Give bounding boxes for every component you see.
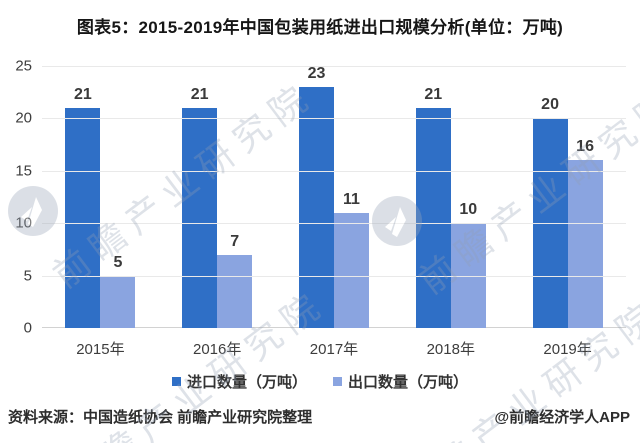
bar-groups: 21 5 21 7 23 11 21 10 20 16 [42, 66, 626, 328]
export-bar-2016年 [217, 254, 253, 328]
import-bar-column: 21 [182, 66, 218, 328]
page-title: 图表5：2015-2019年中国包装用纸进出口规模分析(单位：万吨) [76, 18, 564, 37]
legend-swatch-import [171, 377, 181, 386]
bar-group-2017年: 23 11 [276, 66, 393, 328]
y-tick-label: 0 [23, 319, 32, 337]
bar-group-2019年: 20 16 [509, 66, 626, 328]
legend-swatch-export [333, 377, 342, 386]
gridline [42, 223, 626, 225]
bar-value-label: 7 [230, 232, 240, 250]
y-tick-label: 5 [23, 267, 32, 285]
bar-value-label: 21 [73, 85, 92, 103]
bar-value-label: 20 [541, 96, 559, 114]
gridline [42, 118, 626, 120]
bar-group-2016年: 21 7 [159, 66, 276, 328]
bar-value-label: 11 [343, 190, 360, 208]
brand-note: @前瞻经济学人APP [494, 409, 630, 426]
x-axis-label: 2019年 [543, 341, 592, 358]
import-bar-2018年 [415, 107, 451, 328]
export-bar-2015年 [100, 275, 136, 328]
gridline [42, 170, 626, 172]
footer: 资料来源：中国造纸协会 前瞻产业研究院整理 @前瞻经济学人APP [0, 406, 640, 427]
export-bar-column: 7 [217, 66, 253, 328]
import-bar-2016年 [182, 107, 218, 328]
import-bar-2015年 [65, 107, 101, 328]
x-axis-label: 2015年 [76, 341, 125, 358]
gridline [42, 66, 626, 67]
x-axis-label: 2016年 [193, 341, 242, 358]
bar-chart: 25 20 15 10 5 0 21 5 21 7 23 11 21 10 20 16 2015年 2016年… [0, 59, 640, 392]
bar-value-label: 21 [424, 85, 443, 103]
import-bar-column: 20 [532, 66, 568, 328]
legend-label-import: 进口数量（万吨） [186, 374, 307, 391]
export-bar-column: 10 [450, 66, 486, 328]
export-bar-2017年 [333, 212, 369, 328]
import-bar-column: 21 [65, 66, 101, 328]
legend-item-export: 出口数量（万吨） [333, 371, 468, 392]
bar-value-label: 16 [576, 138, 594, 156]
y-tick-label: 10 [15, 214, 32, 232]
legend: 进口数量（万吨） 出口数量（万吨） [0, 371, 640, 392]
x-axis-labels: 2015年 2016年 2017年 2018年 2019年 [42, 338, 626, 359]
bar-value-label: 5 [113, 253, 123, 271]
export-bar-column: 5 [100, 66, 136, 328]
source-note: 资料来源：中国造纸协会 前瞻产业研究院整理 [8, 409, 313, 426]
bar-group-2018年: 21 10 [392, 66, 509, 328]
export-bar-2019年 [567, 160, 603, 328]
bar-value-label: 21 [190, 85, 209, 103]
y-axis: 25 20 15 10 5 0 [8, 59, 42, 336]
export-bar-column: 16 [567, 66, 603, 328]
y-tick-label: 15 [15, 162, 32, 180]
legend-item-import: 进口数量（万吨） [171, 371, 307, 392]
bar-value-label: 23 [307, 65, 326, 82]
import-bar-column: 21 [415, 66, 451, 328]
bar-group-2015年: 21 5 [42, 66, 159, 328]
gridline [42, 275, 626, 277]
export-bar-column: 11 [333, 66, 369, 328]
bar-value-label: 10 [459, 201, 478, 219]
import-bar-2017年 [298, 87, 334, 328]
x-axis-label: 2018年 [426, 341, 475, 358]
x-axis-label: 2017年 [309, 341, 359, 358]
legend-label-export: 出口数量（万吨） [348, 374, 469, 391]
plot-area: 21 5 21 7 23 11 21 10 20 16 [42, 66, 626, 328]
y-tick-label: 20 [15, 109, 32, 127]
y-tick-label: 25 [15, 57, 32, 75]
import-bar-column: 23 [298, 65, 334, 328]
